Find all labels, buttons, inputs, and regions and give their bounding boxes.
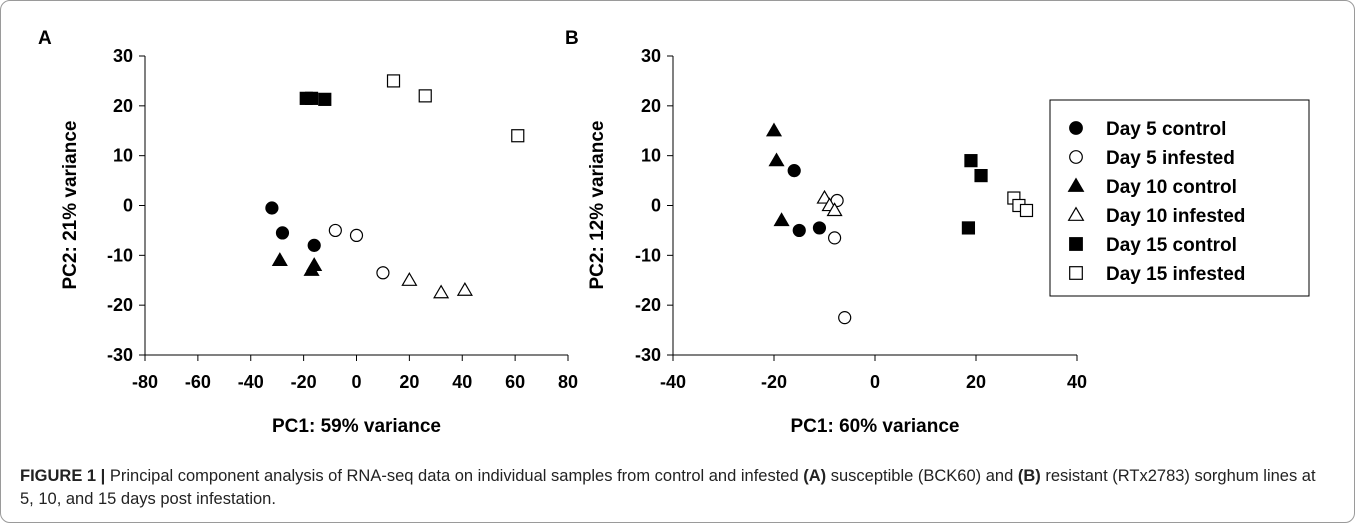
legend-label-day-15-control: Day 15 control: [1106, 235, 1237, 256]
y-tick-label: -30: [635, 345, 661, 365]
panel-label: B: [565, 28, 579, 49]
point-day-5-infested: [328, 223, 342, 238]
point-day-15-infested: [511, 129, 525, 143]
legend-marker-day-5-control: [1069, 121, 1083, 135]
caption-text-2: susceptible (BCK60) and: [826, 467, 1018, 485]
x-axis-title: PC1: 59% variance: [272, 416, 441, 437]
point-day-10-control: [773, 212, 790, 227]
legend-marker-day-10-infested: [1067, 206, 1085, 221]
legend-label-day-10-infested: Day 10 infested: [1106, 206, 1245, 227]
point-day-15-control: [974, 169, 988, 183]
point-day-5-infested: [827, 231, 842, 245]
point-day-15-infested: [418, 89, 432, 103]
x-tick-label: 0: [870, 372, 880, 392]
legend: Day 5 control Day 5 infested Day 10 contro…: [1049, 99, 1310, 297]
x-tick-label: 40: [1067, 372, 1087, 392]
point-day-10-infested: [456, 282, 473, 296]
point-day-10-control: [271, 252, 288, 266]
point-day-15-infested: [386, 74, 401, 88]
caption-panel-b-ref: (B): [1017, 467, 1041, 485]
point-day-5-infested: [376, 266, 390, 280]
x-tick-label: 60: [505, 372, 525, 392]
figure-caption: FIGURE 1 | Principal component analysis …: [20, 465, 1330, 511]
x-tick-label: 0: [351, 372, 361, 392]
point-day-10-infested: [433, 284, 450, 299]
point-day-15-control: [961, 221, 976, 235]
point-day-5-control: [265, 201, 279, 215]
point-day-15-infested: [1019, 203, 1034, 218]
legend-box: [1049, 99, 1310, 297]
legend-marker-day-15-infested: [1069, 266, 1083, 280]
point-day-5-control: [307, 238, 321, 252]
y-tick-label: -10: [107, 245, 133, 265]
x-axis-title: PC1: 60% variance: [791, 416, 960, 437]
legend-label-day-5-infested: Day 5 infested: [1106, 148, 1235, 169]
y-tick-label: -20: [107, 295, 133, 315]
y-tick-label: 10: [113, 146, 133, 166]
legend-marker-day-5-infested: [1069, 150, 1083, 164]
point-day-5-infested: [349, 228, 364, 242]
legend-marker-day-15-control: [1069, 237, 1083, 251]
point-day-10-control: [765, 122, 783, 137]
y-tick-label: 20: [641, 96, 661, 116]
panel-label: A: [38, 28, 52, 49]
x-tick-label: -40: [238, 372, 264, 392]
caption-text-1: Principal component analysis of RNA-seq …: [105, 467, 804, 485]
legend-label-day-10-control: Day 10 control: [1106, 177, 1237, 198]
legend-label-day-15-infested: Day 15 infested: [1106, 264, 1245, 285]
point-day-10-infested: [826, 202, 843, 217]
x-tick-label: 20: [966, 372, 986, 392]
caption-label: FIGURE 1 |: [20, 467, 106, 485]
y-tick-label: -30: [107, 345, 133, 365]
y-tick-label: 20: [113, 96, 133, 116]
y-tick-label: -10: [635, 245, 661, 265]
point-day-15-control: [304, 91, 319, 105]
point-day-10-infested: [401, 272, 418, 286]
caption-text-3: resistant (RTx2783) sorghum lines at 5, …: [20, 467, 1316, 508]
point-day-5-infested: [838, 311, 852, 325]
caption-panel-a-ref: (A): [803, 467, 827, 485]
point-day-5-control: [275, 226, 290, 240]
x-tick-label: -40: [660, 372, 686, 392]
point-day-10-control: [303, 262, 320, 276]
y-tick-label: 10: [641, 146, 661, 166]
chart-panel-a: A 30 20 10 0 -10 -20 -30 -80 -60 -40 -20 0 20 40 60 80 PC…: [38, 28, 578, 437]
chart-panel-b: B 30 20 10 0 -10 -20 -30 -40 -20 0 20 40 PC1: 60% var…: [565, 28, 1310, 437]
y-tick-label: 0: [123, 196, 133, 216]
x-tick-label: -20: [291, 372, 317, 392]
point-day-15-control: [318, 92, 332, 106]
y-tick-label: 0: [651, 196, 661, 216]
x-tick-label: -80: [132, 372, 158, 392]
point-day-5-control: [812, 221, 827, 235]
legend-marker-day-10-control: [1067, 177, 1085, 192]
x-tick-label: 20: [399, 372, 419, 392]
x-tick-label: 40: [452, 372, 472, 392]
point-day-10-control: [768, 152, 785, 167]
y-tick-label: 30: [641, 46, 661, 66]
point-day-15-control: [964, 154, 978, 168]
point-day-5-control: [787, 164, 801, 178]
legend-label-day-5-control: Day 5 control: [1106, 119, 1226, 140]
y-tick-label: -20: [635, 295, 661, 315]
x-tick-label: -20: [761, 372, 787, 392]
y-axis-title: PC2: 12% variance: [587, 121, 608, 290]
x-tick-label: -60: [185, 372, 211, 392]
y-axis-title: PC2: 21% variance: [60, 121, 81, 290]
point-day-5-control: [792, 223, 806, 238]
figure-charts: A 30 20 10 0 -10 -20 -30 -80 -60 -40 -20 0 20 40 60 80 PC…: [38, 28, 1310, 437]
y-tick-label: 30: [113, 46, 133, 66]
x-tick-label: 80: [558, 372, 578, 392]
